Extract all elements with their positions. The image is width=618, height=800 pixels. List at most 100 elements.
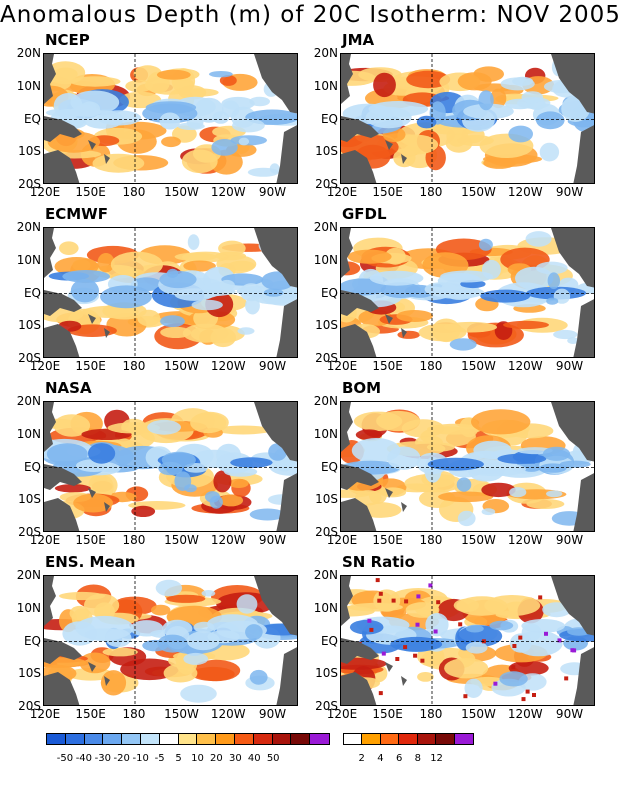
anomaly-field — [341, 576, 594, 705]
anomaly-field — [341, 402, 594, 531]
lat-10n-label: 10N — [313, 252, 338, 267]
lat-10s-label: 10S — [18, 144, 41, 159]
colorbar-swatch — [234, 734, 254, 744]
lon-90w-label: 90W — [258, 707, 287, 721]
lon-150e-label: 150E — [75, 533, 106, 547]
lon-120w-label: 120W — [210, 707, 246, 721]
lat-10n-label: 10N — [313, 600, 338, 615]
lon-120e-label: 120E — [326, 533, 358, 547]
anomaly-tick-label: -40 — [75, 753, 93, 764]
lon-180-label: 180 — [419, 359, 443, 373]
colorbar-swatch — [84, 734, 104, 744]
lat-10s-label: 10S — [18, 318, 41, 333]
lat-20n-label: 20N — [16, 568, 41, 582]
lat-20n-label: 20N — [313, 568, 338, 582]
lon-150w-label: 150W — [164, 359, 199, 373]
colorbar-swatch — [216, 734, 235, 744]
colorbar-swatch — [140, 734, 160, 744]
panel-title: NASA — [45, 379, 92, 397]
colorbar-swatch — [362, 734, 381, 744]
colorbar-swatch — [417, 734, 437, 744]
lon-150e-label: 150E — [75, 359, 106, 373]
lon-120w-label: 120W — [507, 359, 543, 373]
anomaly-tick-label: -10 — [132, 753, 149, 764]
anomaly-tick-label: 50 — [266, 753, 280, 764]
anomaly-tick-label: 30 — [228, 753, 242, 764]
lon-150e-label: 150E — [372, 533, 403, 547]
colorbar-swatch — [436, 734, 455, 744]
lat-10n-label: 10N — [16, 78, 41, 93]
anomaly-tick-label: -30 — [94, 753, 111, 764]
map-panel — [43, 575, 298, 706]
panel-title: ECMWF — [45, 205, 108, 223]
lon-120e-label: 120E — [326, 707, 358, 721]
lon-120e-label: 120E — [29, 359, 61, 373]
panel-title: SN Ratio — [342, 553, 415, 571]
lat-20n-label: 20N — [313, 46, 338, 60]
colorbar-swatch — [178, 734, 198, 744]
lat-eq-label: EQ — [320, 633, 338, 648]
lat-10s-label: 10S — [315, 492, 338, 507]
anomaly-tick-label: 5 — [175, 753, 182, 764]
lon-120e-label: 120E — [326, 185, 358, 199]
lat-10n-label: 10N — [16, 426, 41, 441]
panel-title: ENS. Mean — [45, 553, 136, 571]
map-panel — [43, 227, 298, 358]
map-panel — [340, 53, 595, 184]
lon-120w-label: 120W — [210, 533, 246, 547]
lon-120e-label: 120E — [326, 359, 358, 373]
lat-eq-label: EQ — [320, 285, 338, 300]
colorbar-swatch — [272, 734, 292, 744]
lon-150e-label: 150E — [372, 359, 403, 373]
lat-10s-label: 10S — [18, 492, 41, 507]
lat-20s-label: 20S — [315, 699, 338, 713]
map-panel — [340, 401, 595, 532]
anomaly-field — [44, 402, 297, 531]
sn-ratio-tick-label: 8 — [414, 753, 422, 764]
lon-150e-label: 150E — [372, 185, 403, 199]
lat-20s-label: 20S — [315, 525, 338, 539]
lat-10n-label: 10N — [16, 600, 41, 615]
anomaly-field — [341, 54, 594, 183]
colorbar-swatch — [344, 734, 363, 744]
lat-eq-label: EQ — [23, 459, 41, 474]
colorbar-swatch — [253, 734, 273, 744]
lon-180-label: 180 — [122, 533, 146, 547]
lat-eq-label: EQ — [320, 111, 338, 126]
colorbar-swatch — [380, 734, 400, 744]
lon-90w-label: 90W — [555, 533, 584, 547]
lon-150e-label: 150E — [372, 707, 403, 721]
lat-10s-label: 10S — [315, 666, 338, 681]
panel-title: GFDL — [342, 205, 387, 223]
lat-eq-label: EQ — [23, 633, 41, 648]
lon-150w-label: 150W — [164, 707, 199, 721]
lat-10n-label: 10N — [313, 78, 338, 93]
lat-20s-label: 20S — [315, 351, 338, 365]
lon-90w-label: 90W — [258, 359, 287, 373]
anomaly-field — [341, 228, 594, 357]
lon-90w-label: 90W — [258, 185, 287, 199]
sn-ratio-colorbar — [343, 733, 474, 745]
colorbar-swatch — [159, 734, 179, 744]
lon-180-label: 180 — [122, 185, 146, 199]
lat-10s-label: 10S — [315, 144, 338, 159]
colorbar-swatch — [122, 734, 141, 744]
map-panel — [340, 227, 595, 358]
lat-eq-label: EQ — [320, 459, 338, 474]
anomaly-tick-label: 20 — [210, 753, 223, 764]
lat-20s-label: 20S — [18, 699, 41, 713]
lat-20n-label: 20N — [313, 394, 338, 408]
lon-120w-label: 120W — [210, 359, 246, 373]
colorbar-swatch — [47, 734, 66, 744]
lon-150w-label: 150W — [461, 185, 496, 199]
lon-150w-label: 150W — [461, 707, 496, 721]
anomaly-tick-label: -50 — [56, 753, 74, 764]
panel-title: BOM — [342, 379, 382, 397]
anomaly-field — [44, 576, 297, 705]
sn-ratio-tick-label: 12 — [430, 753, 443, 764]
lon-120w-label: 120W — [507, 185, 543, 199]
lat-20n-label: 20N — [16, 46, 41, 60]
lat-20s-label: 20S — [18, 177, 41, 191]
lon-90w-label: 90W — [555, 707, 584, 721]
lon-180-label: 180 — [419, 185, 443, 199]
